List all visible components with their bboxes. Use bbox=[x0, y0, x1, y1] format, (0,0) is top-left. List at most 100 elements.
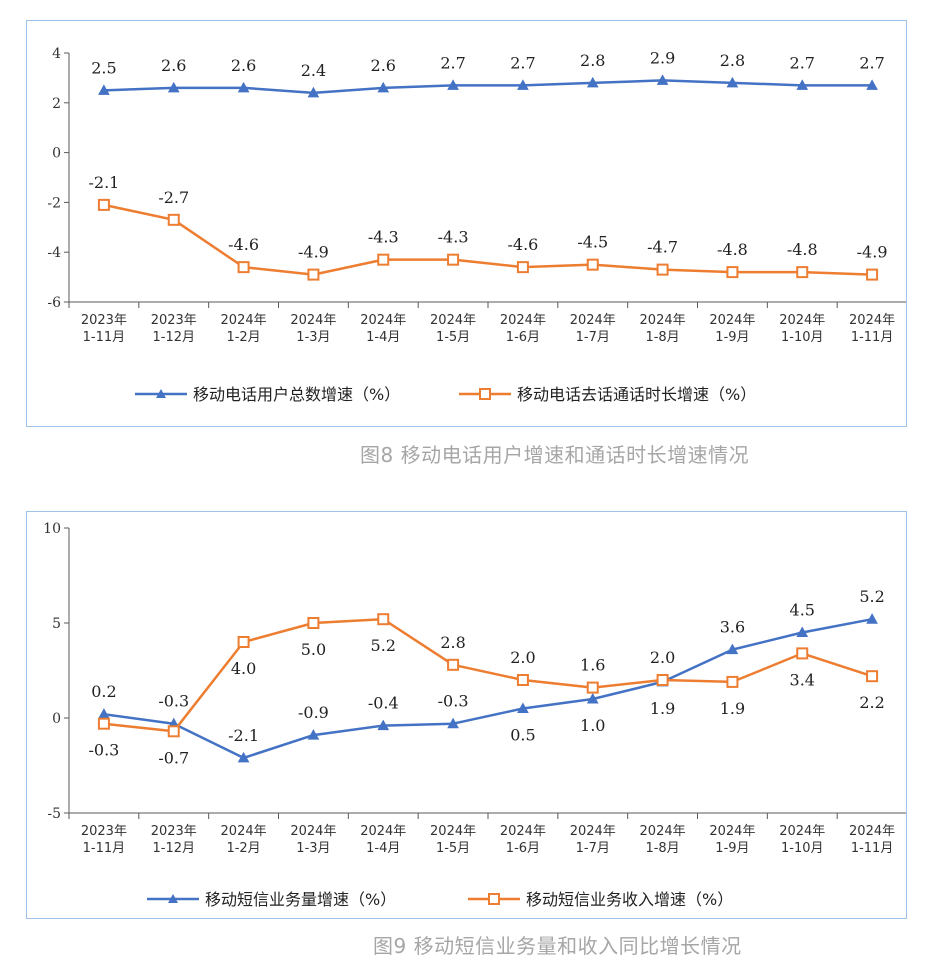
data-label: 4.0 bbox=[231, 659, 256, 678]
data-point-marker bbox=[516, 674, 529, 686]
x-tick-label: 2024年 1-8月 bbox=[640, 313, 686, 345]
data-label: 2.6 bbox=[231, 56, 256, 75]
data-point-marker bbox=[586, 692, 599, 704]
data-label: 2.0 bbox=[650, 648, 675, 667]
data-point-marker bbox=[237, 261, 250, 274]
x-tick-label: 2024年 1-10月 bbox=[779, 824, 825, 856]
data-point-marker bbox=[656, 74, 669, 85]
data-label: -2.7 bbox=[158, 188, 189, 207]
data-label: -0.3 bbox=[158, 692, 189, 711]
x-tick-label: 2023年 1-12月 bbox=[151, 824, 197, 856]
y-tick-label: 2 bbox=[52, 96, 61, 112]
data-label: -4.6 bbox=[228, 235, 259, 254]
data-point-marker bbox=[796, 647, 809, 660]
data-point-marker bbox=[726, 675, 739, 688]
x-tick-label: 2024年 1-6月 bbox=[500, 313, 546, 345]
data-label: 2.8 bbox=[580, 51, 605, 70]
data-point-marker bbox=[447, 658, 460, 671]
data-point-marker bbox=[866, 670, 879, 683]
x-tick-label: 2024年 1-7月 bbox=[570, 313, 616, 345]
x-tick-label: 2024年 1-10月 bbox=[779, 313, 825, 345]
y-tick-label: 5 bbox=[52, 616, 61, 632]
figure-caption-fig9: 图9 移动短信业务量和收入同比增长情况 bbox=[373, 934, 742, 958]
y-tick-label: -5 bbox=[47, 806, 61, 822]
x-tick-label: 2024年 1-5月 bbox=[430, 313, 476, 345]
y-tick-label: 10 bbox=[43, 521, 61, 537]
line-chart-fig9: -5 0 5 10 2023年 1-11月 2023年 1-12月 2024年 1-2月 2024年… bbox=[43, 521, 908, 909]
data-point-marker bbox=[796, 79, 809, 90]
data-label: 2.6 bbox=[371, 56, 396, 75]
x-tick-label: 2024年 1-4月 bbox=[360, 313, 406, 345]
data-point-marker bbox=[167, 81, 180, 93]
data-point-marker bbox=[516, 261, 529, 274]
x-tick-label: 2024年 1-4月 bbox=[360, 824, 406, 856]
figure-caption-fig8: 图8 移动电话用户增速和通话时长增速情况 bbox=[360, 443, 750, 467]
data-label: 2.0 bbox=[510, 648, 535, 667]
data-point-marker bbox=[866, 613, 878, 624]
y-tick-label: 0 bbox=[52, 711, 61, 727]
data-point-marker bbox=[726, 643, 739, 655]
data-label: -0.3 bbox=[88, 741, 119, 760]
data-label: 2.5 bbox=[91, 58, 116, 77]
x-tick-label: 2024年 1-7月 bbox=[570, 824, 616, 856]
data-point-marker bbox=[447, 253, 460, 266]
chart-panel-fig8: -6 -4 -2 0 2 4 2023年 1-11月 2023年 1-12月 2024年 1-2月 20… bbox=[26, 20, 908, 427]
x-tick-label: 2024年 1-11月 bbox=[849, 824, 895, 856]
data-point-marker bbox=[866, 79, 878, 90]
data-label: 5.2 bbox=[859, 587, 884, 606]
y-tick-label: 0 bbox=[52, 146, 61, 162]
x-tick-label: 2024年 1-3月 bbox=[290, 824, 336, 856]
data-label: 3.4 bbox=[790, 670, 815, 689]
data-label: 1.9 bbox=[720, 699, 745, 718]
data-label: -4.7 bbox=[647, 238, 678, 257]
data-point-marker bbox=[167, 213, 180, 226]
x-tick-label: 2023年 1-12月 bbox=[151, 313, 197, 345]
legend: 移动电话用户总数增速（%） 移动电话去话通话时长增速（%） bbox=[135, 385, 756, 404]
data-point-marker bbox=[586, 681, 599, 694]
data-label: 5.0 bbox=[301, 640, 326, 659]
data-label: 5.2 bbox=[371, 636, 396, 655]
data-label: -4.8 bbox=[717, 240, 748, 259]
data-point-marker bbox=[167, 725, 180, 738]
data-label: 2.4 bbox=[301, 61, 326, 80]
data-label: -4.8 bbox=[787, 240, 818, 259]
y-tick-label: -4 bbox=[47, 245, 61, 261]
line-chart-fig8: -6 -4 -2 0 2 4 2023年 1-11月 2023年 1-12月 2024年 1-2月 20… bbox=[47, 46, 908, 404]
x-tick-label: 2024年 1-11月 bbox=[849, 313, 895, 345]
data-point-marker bbox=[517, 702, 529, 713]
legend-label: 移动电话用户总数增速（%） bbox=[193, 385, 400, 404]
data-label: 2.7 bbox=[510, 53, 535, 72]
data-point-marker bbox=[447, 79, 459, 90]
data-point-marker bbox=[98, 84, 110, 95]
series-line-1 bbox=[103, 617, 873, 760]
data-label: 1.6 bbox=[580, 656, 605, 675]
legend-label: 移动短信业务量增速（%） bbox=[205, 890, 396, 909]
x-tick-label: 2024年 1-9月 bbox=[709, 824, 755, 856]
data-label: 1.9 bbox=[650, 699, 675, 718]
data-point-marker bbox=[307, 729, 320, 740]
data-label: -2.1 bbox=[228, 726, 259, 745]
y-tick-label: -6 bbox=[47, 295, 61, 311]
data-point-marker bbox=[377, 719, 390, 731]
data-point-marker bbox=[726, 266, 739, 279]
data-point-marker bbox=[237, 81, 250, 93]
data-label: 0.2 bbox=[91, 682, 116, 701]
legend: 移动短信业务量增速（%） 移动短信业务收入增速（%） bbox=[147, 890, 733, 909]
legend-marker bbox=[488, 893, 500, 905]
y-tick-label: -2 bbox=[47, 195, 61, 211]
data-point-marker bbox=[656, 263, 669, 276]
chart-panel-fig9: -5 0 5 10 2023年 1-11月 2023年 1-12月 2024年 1-2月 2024年… bbox=[26, 511, 908, 919]
data-point-marker bbox=[307, 86, 320, 98]
data-label: -4.3 bbox=[368, 228, 399, 247]
data-point-marker bbox=[97, 717, 110, 730]
data-label: 2.9 bbox=[650, 48, 675, 67]
data-label: -0.7 bbox=[158, 748, 189, 767]
data-label: -4.6 bbox=[507, 235, 538, 254]
data-point-marker bbox=[656, 674, 669, 686]
x-tick-label: 2024年 1-6月 bbox=[500, 824, 546, 856]
data-label: 2.8 bbox=[440, 633, 465, 652]
x-tick-label: 2024年 1-2月 bbox=[221, 313, 267, 345]
data-label: -4.9 bbox=[298, 243, 329, 262]
data-label: 1.0 bbox=[580, 716, 605, 735]
data-point-marker bbox=[586, 258, 599, 271]
